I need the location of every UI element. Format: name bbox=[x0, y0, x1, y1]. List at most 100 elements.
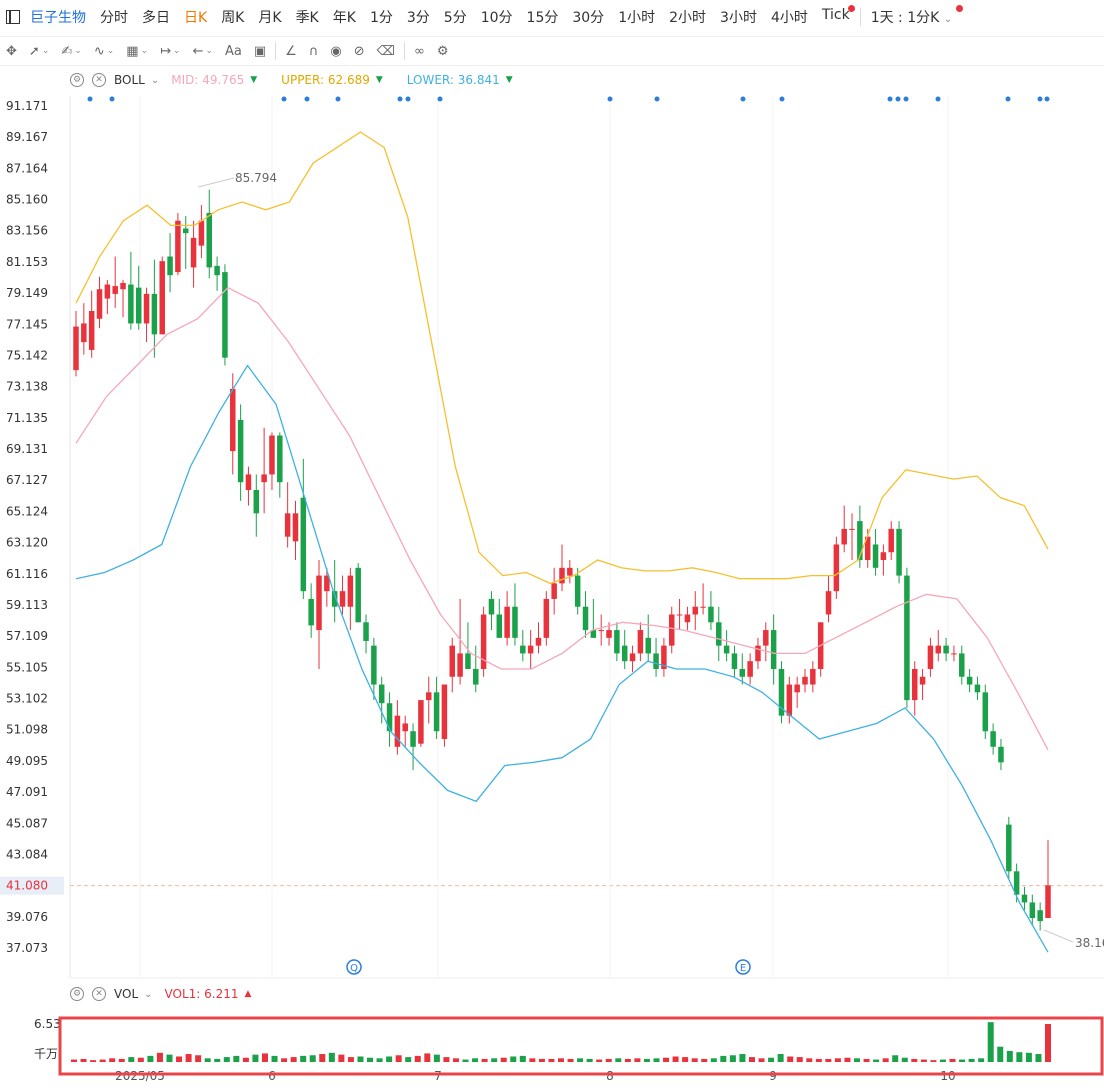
sidebar-toggle-icon[interactable] bbox=[6, 10, 20, 24]
volume-bar bbox=[901, 1057, 908, 1062]
tab-8[interactable]: 3分 bbox=[406, 10, 430, 26]
candle-body bbox=[394, 715, 401, 747]
volume-bar bbox=[558, 1058, 564, 1062]
tab-11[interactable]: 15分 bbox=[526, 10, 559, 26]
tab-3[interactable]: 周K bbox=[221, 10, 245, 26]
tab-1[interactable]: 多日 bbox=[142, 10, 170, 26]
tab-7[interactable]: 1分 bbox=[369, 10, 393, 26]
candle-body bbox=[167, 256, 173, 276]
boll-upper-line bbox=[75, 131, 1049, 585]
move-icon[interactable]: ✥ bbox=[6, 43, 17, 59]
y-tick-label: 77.145 bbox=[6, 317, 48, 331]
candle-body bbox=[966, 676, 973, 685]
vol-name[interactable]: VOL bbox=[114, 987, 139, 1001]
volume-bar bbox=[99, 1059, 106, 1062]
candle-body bbox=[339, 591, 346, 607]
candle-body bbox=[731, 653, 738, 669]
settings-icon[interactable]: ⚙ bbox=[70, 73, 84, 87]
boll-name[interactable]: BOLL bbox=[114, 73, 145, 87]
volume-bar bbox=[873, 1059, 880, 1062]
candle-body bbox=[73, 326, 79, 371]
tab-2[interactable]: 日K bbox=[184, 10, 208, 26]
candle-body bbox=[277, 435, 283, 483]
hide-icon[interactable]: ⊘ bbox=[353, 43, 365, 59]
candle-body bbox=[778, 668, 785, 716]
volume-bar bbox=[586, 1058, 593, 1062]
y-tick-label: 69.131 bbox=[6, 442, 48, 456]
tab-5[interactable]: 季K bbox=[295, 10, 319, 26]
volume-bar bbox=[987, 1022, 994, 1062]
tab-16[interactable]: 4小时 bbox=[770, 10, 808, 26]
volume-bar bbox=[529, 1058, 536, 1062]
tab-9[interactable]: 5分 bbox=[443, 10, 467, 26]
range-icon[interactable]: ↦ ⌄ bbox=[160, 43, 181, 59]
link-icon[interactable]: ∞ bbox=[413, 43, 425, 59]
y-tick-label: 51.098 bbox=[6, 723, 48, 737]
volume-bar bbox=[118, 1058, 125, 1062]
candle-body bbox=[974, 684, 981, 693]
candle-body bbox=[473, 668, 479, 685]
candle-body bbox=[371, 645, 377, 685]
wave-icon[interactable]: ∿ ⌄ bbox=[93, 43, 115, 59]
volume-bar bbox=[281, 1058, 288, 1062]
candle-body bbox=[700, 606, 706, 608]
volume-bar bbox=[920, 1059, 927, 1062]
tab-14[interactable]: 2小时 bbox=[669, 10, 707, 26]
period-tabbar: 巨子生物 分时 多日 日K 周K 月K 季K 年K 1分 3分 5分 10分 15分 30分 1小时 2小时… bbox=[0, 0, 1104, 34]
eye-icon[interactable]: ◉ bbox=[330, 43, 342, 59]
candle-body bbox=[692, 606, 699, 615]
close-icon[interactable]: ✕ bbox=[92, 987, 106, 1001]
stock-name[interactable]: 巨子生物 bbox=[30, 10, 86, 26]
settings-icon[interactable]: ⚙ bbox=[436, 43, 449, 59]
candle-body bbox=[574, 575, 581, 607]
angle-icon[interactable]: ∠ bbox=[285, 43, 297, 59]
chevron-down-icon[interactable]: ⌄ bbox=[144, 988, 153, 1000]
chevron-down-icon[interactable]: ⌄ bbox=[150, 74, 160, 86]
tab-13[interactable]: 1小时 bbox=[618, 10, 656, 26]
pen-icon[interactable]: ✍ ⌄ bbox=[61, 43, 82, 59]
settings-icon[interactable]: ⚙ bbox=[70, 987, 84, 1001]
y-tick-label: 53.102 bbox=[6, 692, 48, 706]
volume-bar bbox=[1006, 1050, 1013, 1062]
candle-body bbox=[151, 293, 158, 335]
volume-bar bbox=[672, 1056, 679, 1062]
tab-6[interactable]: 年K bbox=[332, 10, 356, 26]
down-arrow-icon: ▼ bbox=[375, 75, 383, 85]
comment-icon[interactable]: ▣ bbox=[253, 43, 267, 59]
tab-separator bbox=[859, 8, 861, 26]
candle-body bbox=[684, 614, 691, 623]
tab-0[interactable]: 分时 bbox=[100, 10, 128, 26]
measure-icon[interactable]: ▦ ⌄ bbox=[126, 43, 149, 59]
close-icon[interactable]: ✕ bbox=[92, 73, 106, 87]
volume-bar bbox=[634, 1058, 641, 1062]
trash-icon[interactable]: ⌫ bbox=[376, 43, 395, 59]
arrow-icon[interactable]: ← ⌄ bbox=[192, 43, 214, 59]
event-marker-label: E bbox=[740, 963, 746, 974]
volume-bar bbox=[71, 1059, 77, 1062]
candle-body bbox=[488, 598, 495, 615]
candle-body bbox=[128, 284, 134, 324]
event-dot bbox=[887, 96, 893, 102]
magnet-icon[interactable]: ∩ bbox=[308, 43, 319, 59]
candle-body bbox=[770, 630, 777, 669]
y-tick-label: 73.138 bbox=[6, 380, 48, 394]
tab-4[interactable]: 月K bbox=[258, 10, 282, 26]
line-icon[interactable]: ➚ ⌄ bbox=[28, 43, 50, 59]
candle-body bbox=[747, 661, 753, 677]
tab-10[interactable]: 10分 bbox=[480, 10, 513, 26]
candle-body bbox=[143, 293, 150, 324]
y-tick-label: 75.142 bbox=[6, 348, 48, 362]
candle-body bbox=[1006, 824, 1012, 872]
tab-12[interactable]: 30分 bbox=[572, 10, 605, 26]
tab-17[interactable]: Tick bbox=[815, 5, 857, 27]
period-select[interactable]: 1天 : 1分K ⌄ bbox=[864, 5, 964, 27]
text-tool[interactable]: Aa bbox=[225, 43, 242, 59]
volume-bar bbox=[386, 1056, 393, 1062]
event-dot bbox=[397, 96, 403, 102]
candle-body bbox=[982, 692, 989, 732]
candle-body bbox=[551, 583, 557, 599]
tab-15[interactable]: 3小时 bbox=[720, 10, 757, 26]
candle-body bbox=[990, 731, 996, 747]
volume-bar bbox=[261, 1053, 268, 1062]
